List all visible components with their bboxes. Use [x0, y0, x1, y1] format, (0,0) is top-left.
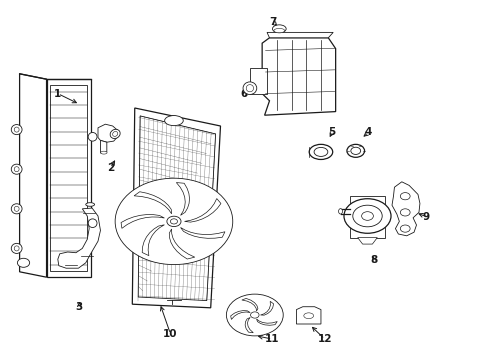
Ellipse shape [11, 125, 22, 135]
Polygon shape [350, 196, 385, 238]
Ellipse shape [110, 129, 120, 139]
Text: 10: 10 [163, 329, 178, 339]
Bar [250, 68, 267, 94]
Text: 2: 2 [107, 163, 114, 173]
Polygon shape [296, 307, 321, 324]
Ellipse shape [86, 203, 95, 206]
Polygon shape [358, 238, 377, 244]
Text: 8: 8 [370, 255, 377, 265]
Ellipse shape [88, 132, 97, 141]
Bar [47, 79, 91, 277]
Ellipse shape [243, 82, 257, 94]
Polygon shape [20, 74, 47, 277]
Circle shape [400, 225, 410, 232]
Text: 6: 6 [241, 89, 247, 99]
Circle shape [226, 294, 283, 336]
Text: 3: 3 [76, 302, 83, 312]
Text: 9: 9 [423, 212, 430, 222]
Circle shape [400, 209, 410, 216]
Ellipse shape [100, 151, 107, 154]
Text: 11: 11 [265, 334, 280, 344]
Circle shape [362, 212, 373, 220]
Circle shape [167, 216, 181, 226]
Circle shape [250, 312, 259, 318]
Text: 12: 12 [318, 334, 332, 344]
Text: 5: 5 [329, 127, 336, 138]
Text: 4: 4 [365, 127, 372, 138]
Ellipse shape [309, 144, 333, 159]
Ellipse shape [11, 164, 22, 174]
Polygon shape [262, 38, 336, 115]
Ellipse shape [11, 243, 22, 253]
Bar [50, 85, 87, 271]
Polygon shape [98, 124, 118, 142]
Polygon shape [132, 108, 220, 308]
Text: 1: 1 [54, 89, 61, 99]
Ellipse shape [347, 144, 365, 157]
Circle shape [400, 193, 410, 200]
Ellipse shape [272, 25, 286, 33]
PathPatch shape [58, 208, 100, 268]
Ellipse shape [274, 28, 285, 33]
Ellipse shape [11, 204, 22, 214]
Text: 7: 7 [270, 17, 277, 27]
Circle shape [344, 199, 391, 233]
PathPatch shape [392, 182, 420, 236]
Ellipse shape [18, 258, 29, 267]
Circle shape [115, 178, 233, 265]
Ellipse shape [88, 219, 97, 228]
Polygon shape [267, 32, 333, 38]
Ellipse shape [165, 116, 183, 126]
Polygon shape [100, 140, 107, 153]
Ellipse shape [339, 209, 343, 214]
